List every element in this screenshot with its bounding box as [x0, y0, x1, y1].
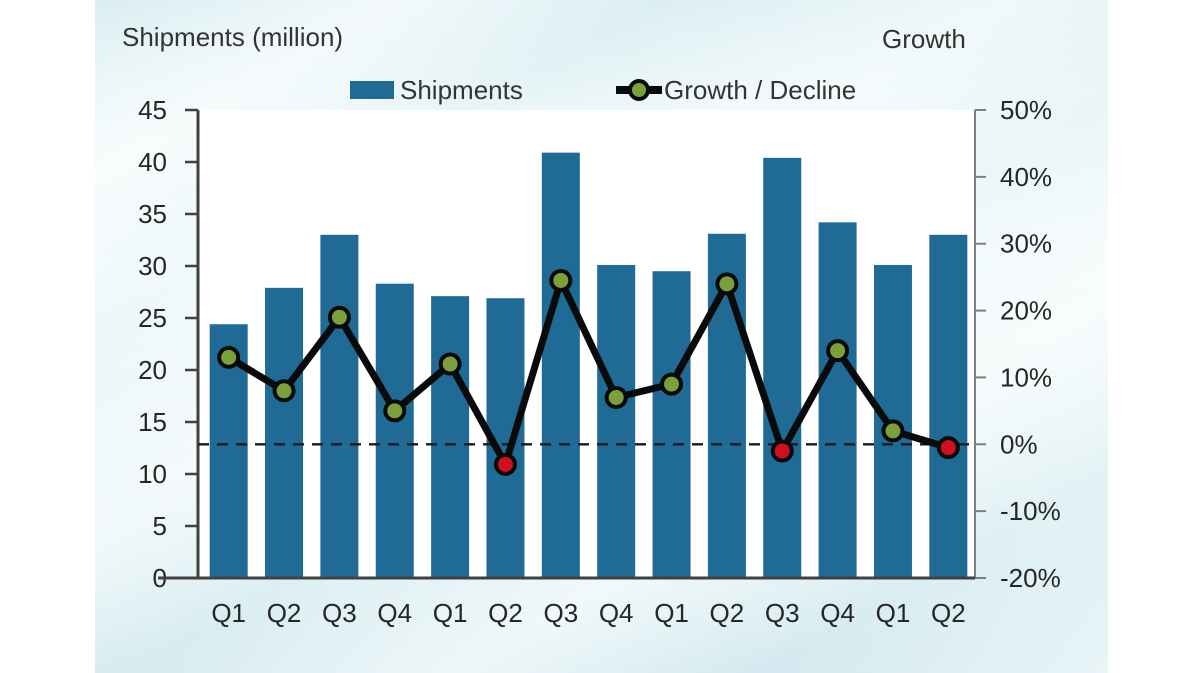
right-axis-tick-label: 50%: [1000, 95, 1052, 125]
positive-growth-marker-13: [881, 419, 905, 443]
x-axis-label: Q3: [765, 598, 800, 628]
bar-2: [265, 287, 304, 578]
x-axis-label: Q3: [543, 598, 578, 628]
right-axis-tick-label: 40%: [1000, 162, 1052, 192]
x-axis-label: Q4: [599, 598, 634, 628]
positive-growth-marker-3: [327, 305, 351, 329]
legend-label-growth: Growth / Decline: [664, 74, 857, 105]
x-axis-label: Q2: [931, 598, 966, 628]
bar-12: [818, 222, 857, 578]
negative-growth-marker-6: [493, 452, 517, 476]
right-axis-tick-label: 10%: [1000, 362, 1052, 392]
legend-label-shipments: Shipments: [400, 74, 523, 105]
bar-8: [597, 264, 636, 578]
positive-growth-marker-8: [604, 385, 628, 409]
positive-growth-marker-2: [272, 379, 296, 403]
right-axis-tick-label: 20%: [1000, 296, 1052, 326]
left-axis-title: Shipments (million): [122, 22, 344, 52]
positive-growth-marker-9: [660, 372, 684, 396]
left-axis-tick-label: 40: [138, 147, 167, 177]
bar-7: [541, 152, 580, 578]
right-axis-tick-label: -20%: [1000, 563, 1061, 593]
x-axis-label: Q2: [710, 598, 745, 628]
legend-item-growth: Growth / Decline: [613, 72, 857, 108]
left-axis-tick-label: 35: [138, 199, 167, 229]
bar-5: [431, 296, 470, 578]
right-axis-title: Growth: [882, 24, 966, 54]
x-axis-label: Q4: [820, 598, 855, 628]
left-axis-tick-label: 15: [138, 407, 167, 437]
bar-9: [652, 271, 691, 578]
bar-11: [763, 157, 802, 578]
left-axis-tick-label: 45: [138, 95, 167, 125]
positive-growth-marker-4: [383, 399, 407, 423]
positive-growth-marker-1: [217, 345, 241, 369]
x-axis-label: Q4: [377, 598, 412, 628]
x-axis-label: Q3: [322, 598, 357, 628]
negative-growth-marker-14: [936, 436, 960, 460]
bar-4: [375, 283, 414, 578]
left-axis-tick-label: 10: [138, 459, 167, 489]
left-axis-tick-label: 30: [138, 251, 167, 281]
right-axis-tick-label: -10%: [1000, 496, 1061, 526]
positive-growth-marker-10: [715, 272, 739, 296]
left-axis-tick-label: 25: [138, 303, 167, 333]
chart-legend: Shipments Growth / Decline: [0, 72, 1200, 108]
right-axis-tick-label: 30%: [1000, 229, 1052, 259]
x-axis-label: Q1: [654, 598, 689, 628]
positive-growth-marker-5: [438, 352, 462, 376]
negative-growth-marker-11: [770, 439, 794, 463]
legend-item-shipments: Shipments: [350, 72, 523, 108]
x-axis-label: Q2: [488, 598, 523, 628]
left-axis-tick-label: 20: [138, 355, 167, 385]
plot-area: [198, 110, 975, 578]
growth-line: [225, 276, 952, 468]
growth-line-marker-icon: [613, 75, 665, 105]
x-axis-label: Q1: [211, 598, 246, 628]
right-axis-tick-label: 0%: [1000, 429, 1038, 459]
left-axis-tick-label: 5: [153, 511, 167, 541]
bar-14: [929, 234, 968, 579]
positive-growth-marker-12: [826, 339, 850, 363]
shipments-swatch-icon: [350, 81, 394, 99]
x-axis-label: Q1: [876, 598, 911, 628]
x-axis-label: Q2: [267, 598, 302, 628]
positive-growth-marker-7: [549, 268, 573, 292]
bar-3: [320, 234, 359, 579]
x-axis-label: Q1: [433, 598, 468, 628]
